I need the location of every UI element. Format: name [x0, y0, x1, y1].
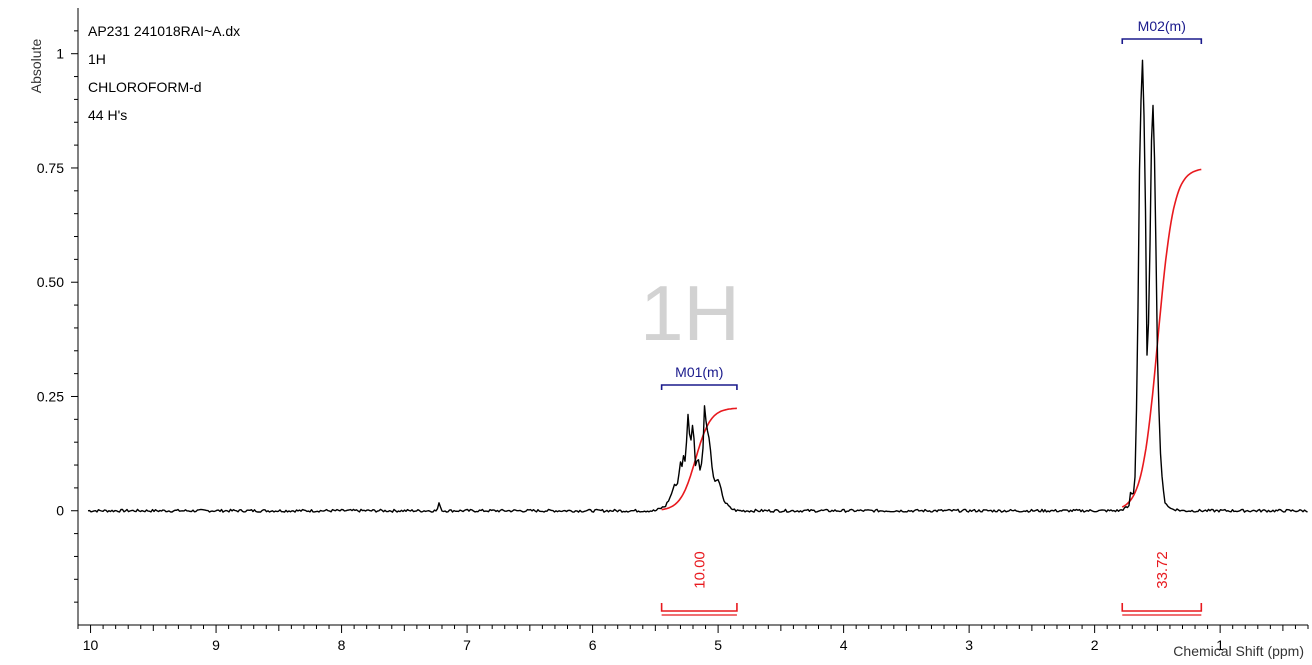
integral-bracket	[660, 603, 738, 612]
info-proton-count: 44 H's	[88, 107, 127, 123]
multiplet-label: M02(m)	[1138, 18, 1186, 34]
y-axis-title: Absolute	[28, 39, 44, 94]
multiplet-bracket	[1121, 38, 1203, 44]
y-tick-label: 0.50	[37, 274, 64, 290]
nucleus-watermark: 1H	[640, 269, 740, 357]
x-tick-label: 10	[83, 637, 99, 653]
multiplet-label: M01(m)	[675, 364, 723, 380]
integral-value-label: 10.00	[691, 551, 708, 589]
spectrum-trace	[87, 59, 1308, 513]
info-nucleus: 1H	[88, 51, 106, 67]
y-tick-label: 0	[56, 503, 64, 519]
x-tick-label: 9	[212, 637, 220, 653]
x-tick-label: 4	[840, 637, 848, 653]
x-axis-title: Chemical Shift (ppm)	[1173, 643, 1304, 659]
x-tick-label: 5	[714, 637, 722, 653]
integral-bracket	[1121, 603, 1203, 612]
multiplet-bracket	[660, 384, 738, 390]
x-tick-label: 3	[965, 637, 973, 653]
info-filename: AP231 241018RAI~A.dx	[88, 23, 240, 39]
info-solvent: CHLOROFORM-d	[88, 79, 202, 95]
integral-curve	[1121, 168, 1202, 508]
x-tick-label: 6	[589, 637, 597, 653]
integral-value-label: 33.72	[1154, 551, 1171, 589]
x-tick-label: 8	[338, 637, 346, 653]
spectrum-info-block: AP231 241018RAI~A.dx 1H CHLOROFORM-d 44 …	[88, 23, 240, 123]
y-tick-label: 1	[56, 46, 64, 62]
y-tick-label: 0.75	[37, 160, 64, 176]
x-tick-label: 7	[463, 637, 471, 653]
x-tick-label: 1	[1216, 637, 1224, 653]
x-tick-label: 2	[1091, 637, 1099, 653]
integral-curve	[661, 407, 737, 511]
y-tick-label: 0.25	[37, 388, 64, 404]
